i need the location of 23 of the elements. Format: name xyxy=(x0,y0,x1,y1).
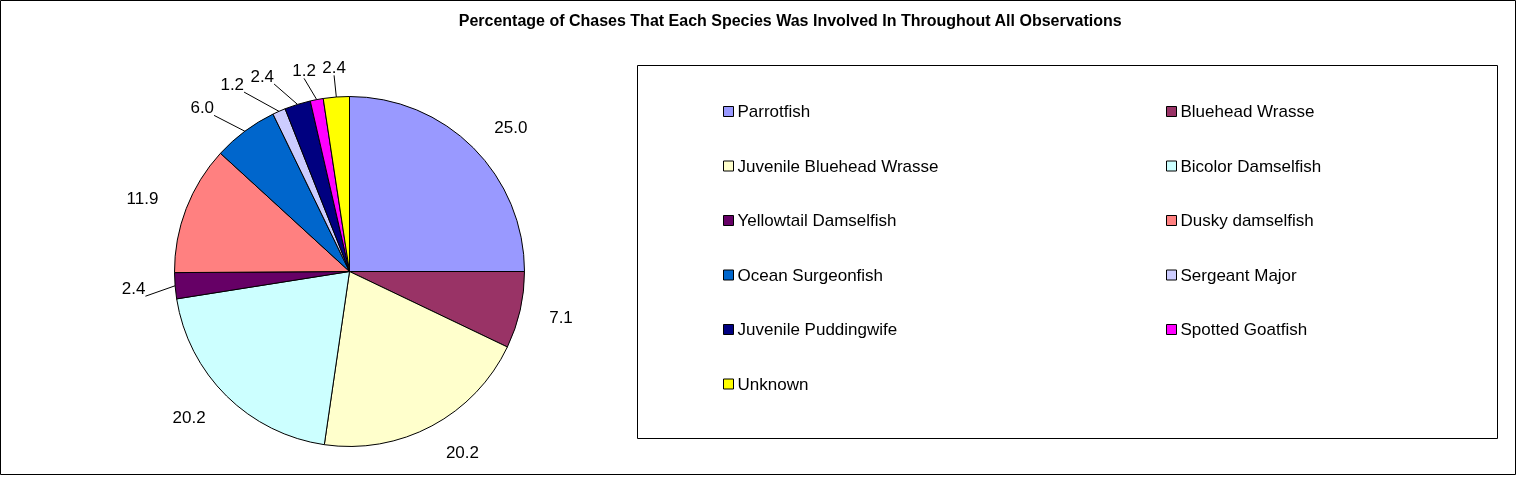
legend-label: Yellowtail Damselfish xyxy=(737,211,897,230)
legend-label: Spotted Goatfish xyxy=(1180,320,1308,339)
legend-label: Juvenile Bluehead Wrasse xyxy=(737,156,939,176)
data-label: 20.2 xyxy=(445,443,479,463)
data-label: 20.2 xyxy=(172,408,206,428)
data-label: 1.2 xyxy=(220,75,245,95)
chart-title: Percentage of Chases That Each Species Was Involved In Throughout All Observations xyxy=(458,12,1122,29)
legend-label: Dusky damselfish xyxy=(1180,211,1314,230)
legend-label: Bluehead Wrasse xyxy=(1180,102,1315,121)
data-label: 2.4 xyxy=(121,279,146,299)
data-label: 6.0 xyxy=(190,98,215,118)
data-label: 25.0 xyxy=(494,117,528,137)
legend-label: Ocean Surgeonfish xyxy=(737,265,884,285)
data-label: 11.9 xyxy=(126,188,159,208)
legend-label: Bicolor Damselfish xyxy=(1180,156,1322,176)
data-label: 7.1 xyxy=(549,307,573,327)
data-label: 1.2 xyxy=(292,61,316,81)
legend-label: Parrotfish xyxy=(737,102,811,121)
data-label: 2.4 xyxy=(250,66,275,86)
legend-label: Juvenile Puddingwife xyxy=(737,320,898,339)
legend-label: Unknown xyxy=(737,374,809,394)
legend-label: Sergeant Major xyxy=(1180,265,1298,285)
data-label: 2.4 xyxy=(322,58,346,78)
